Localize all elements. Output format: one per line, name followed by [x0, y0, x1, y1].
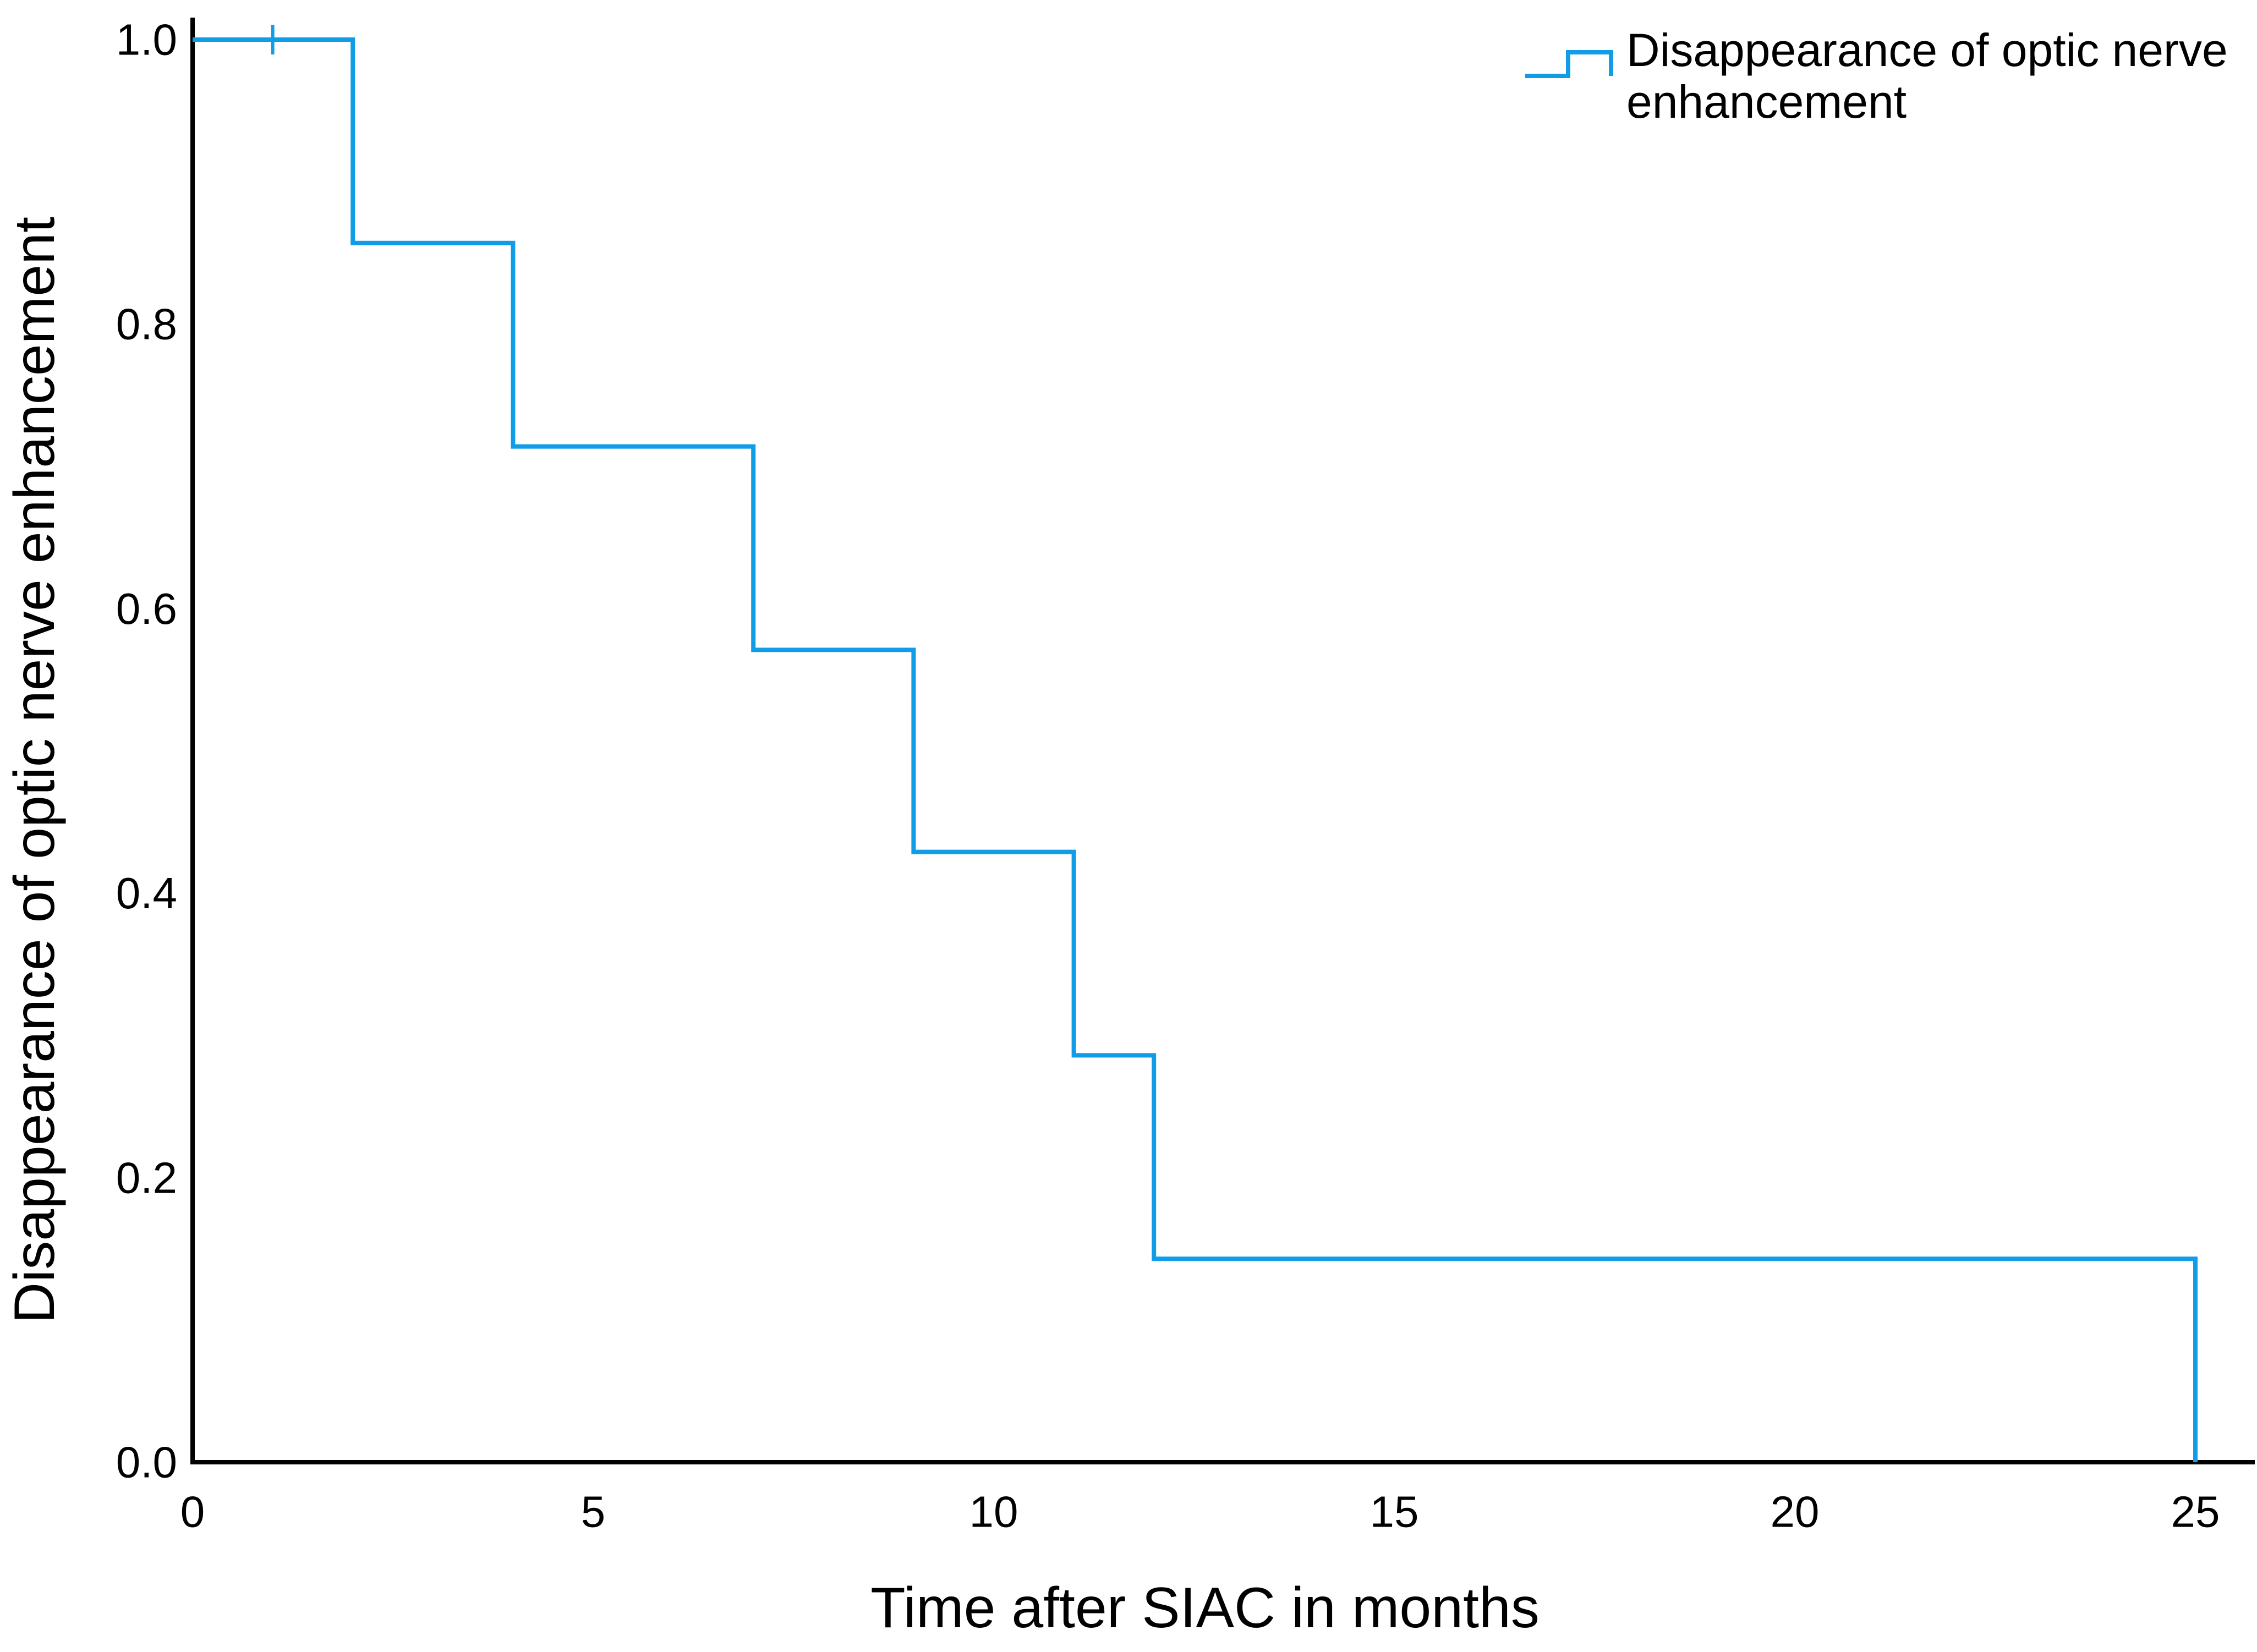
- y-axis-title: Disappearance of optic nerve enhancement: [3, 217, 67, 1324]
- x-axis-tick-labels: 0 5 10 15 20 25: [180, 1488, 2220, 1536]
- x-tick-label: 15: [1370, 1488, 1419, 1536]
- y-tick-label: 0.4: [116, 869, 177, 918]
- x-tick-label: 5: [581, 1488, 606, 1536]
- x-tick-label: 25: [2171, 1488, 2220, 1536]
- x-tick-label: 0: [180, 1488, 205, 1536]
- y-tick-label: 0.0: [116, 1438, 177, 1487]
- y-tick-label: 0.2: [116, 1153, 177, 1202]
- legend-label-line1: Disappearance of optic nerve: [1626, 24, 2228, 76]
- y-axis-tick-labels: 0.0 0.2 0.4 0.6 0.8 1.0: [116, 15, 177, 1487]
- legend-label-line2: enhancement: [1626, 76, 1907, 128]
- x-tick-label: 20: [1771, 1488, 1820, 1536]
- y-tick-label: 0.8: [116, 300, 177, 349]
- axes: [190, 18, 2255, 1464]
- survival-curve: [193, 37, 2198, 1462]
- y-tick-label: 0.6: [116, 584, 177, 633]
- x-tick-label: 10: [969, 1488, 1018, 1536]
- y-tick-label: 1.0: [116, 15, 177, 64]
- legend-step-line-icon: [1525, 50, 1613, 78]
- survival-series: [193, 25, 2198, 1462]
- x-axis-title: Time after SIAC in months: [870, 1576, 1540, 1640]
- legend: Disappearance of optic nerve enhancement: [1525, 24, 2228, 128]
